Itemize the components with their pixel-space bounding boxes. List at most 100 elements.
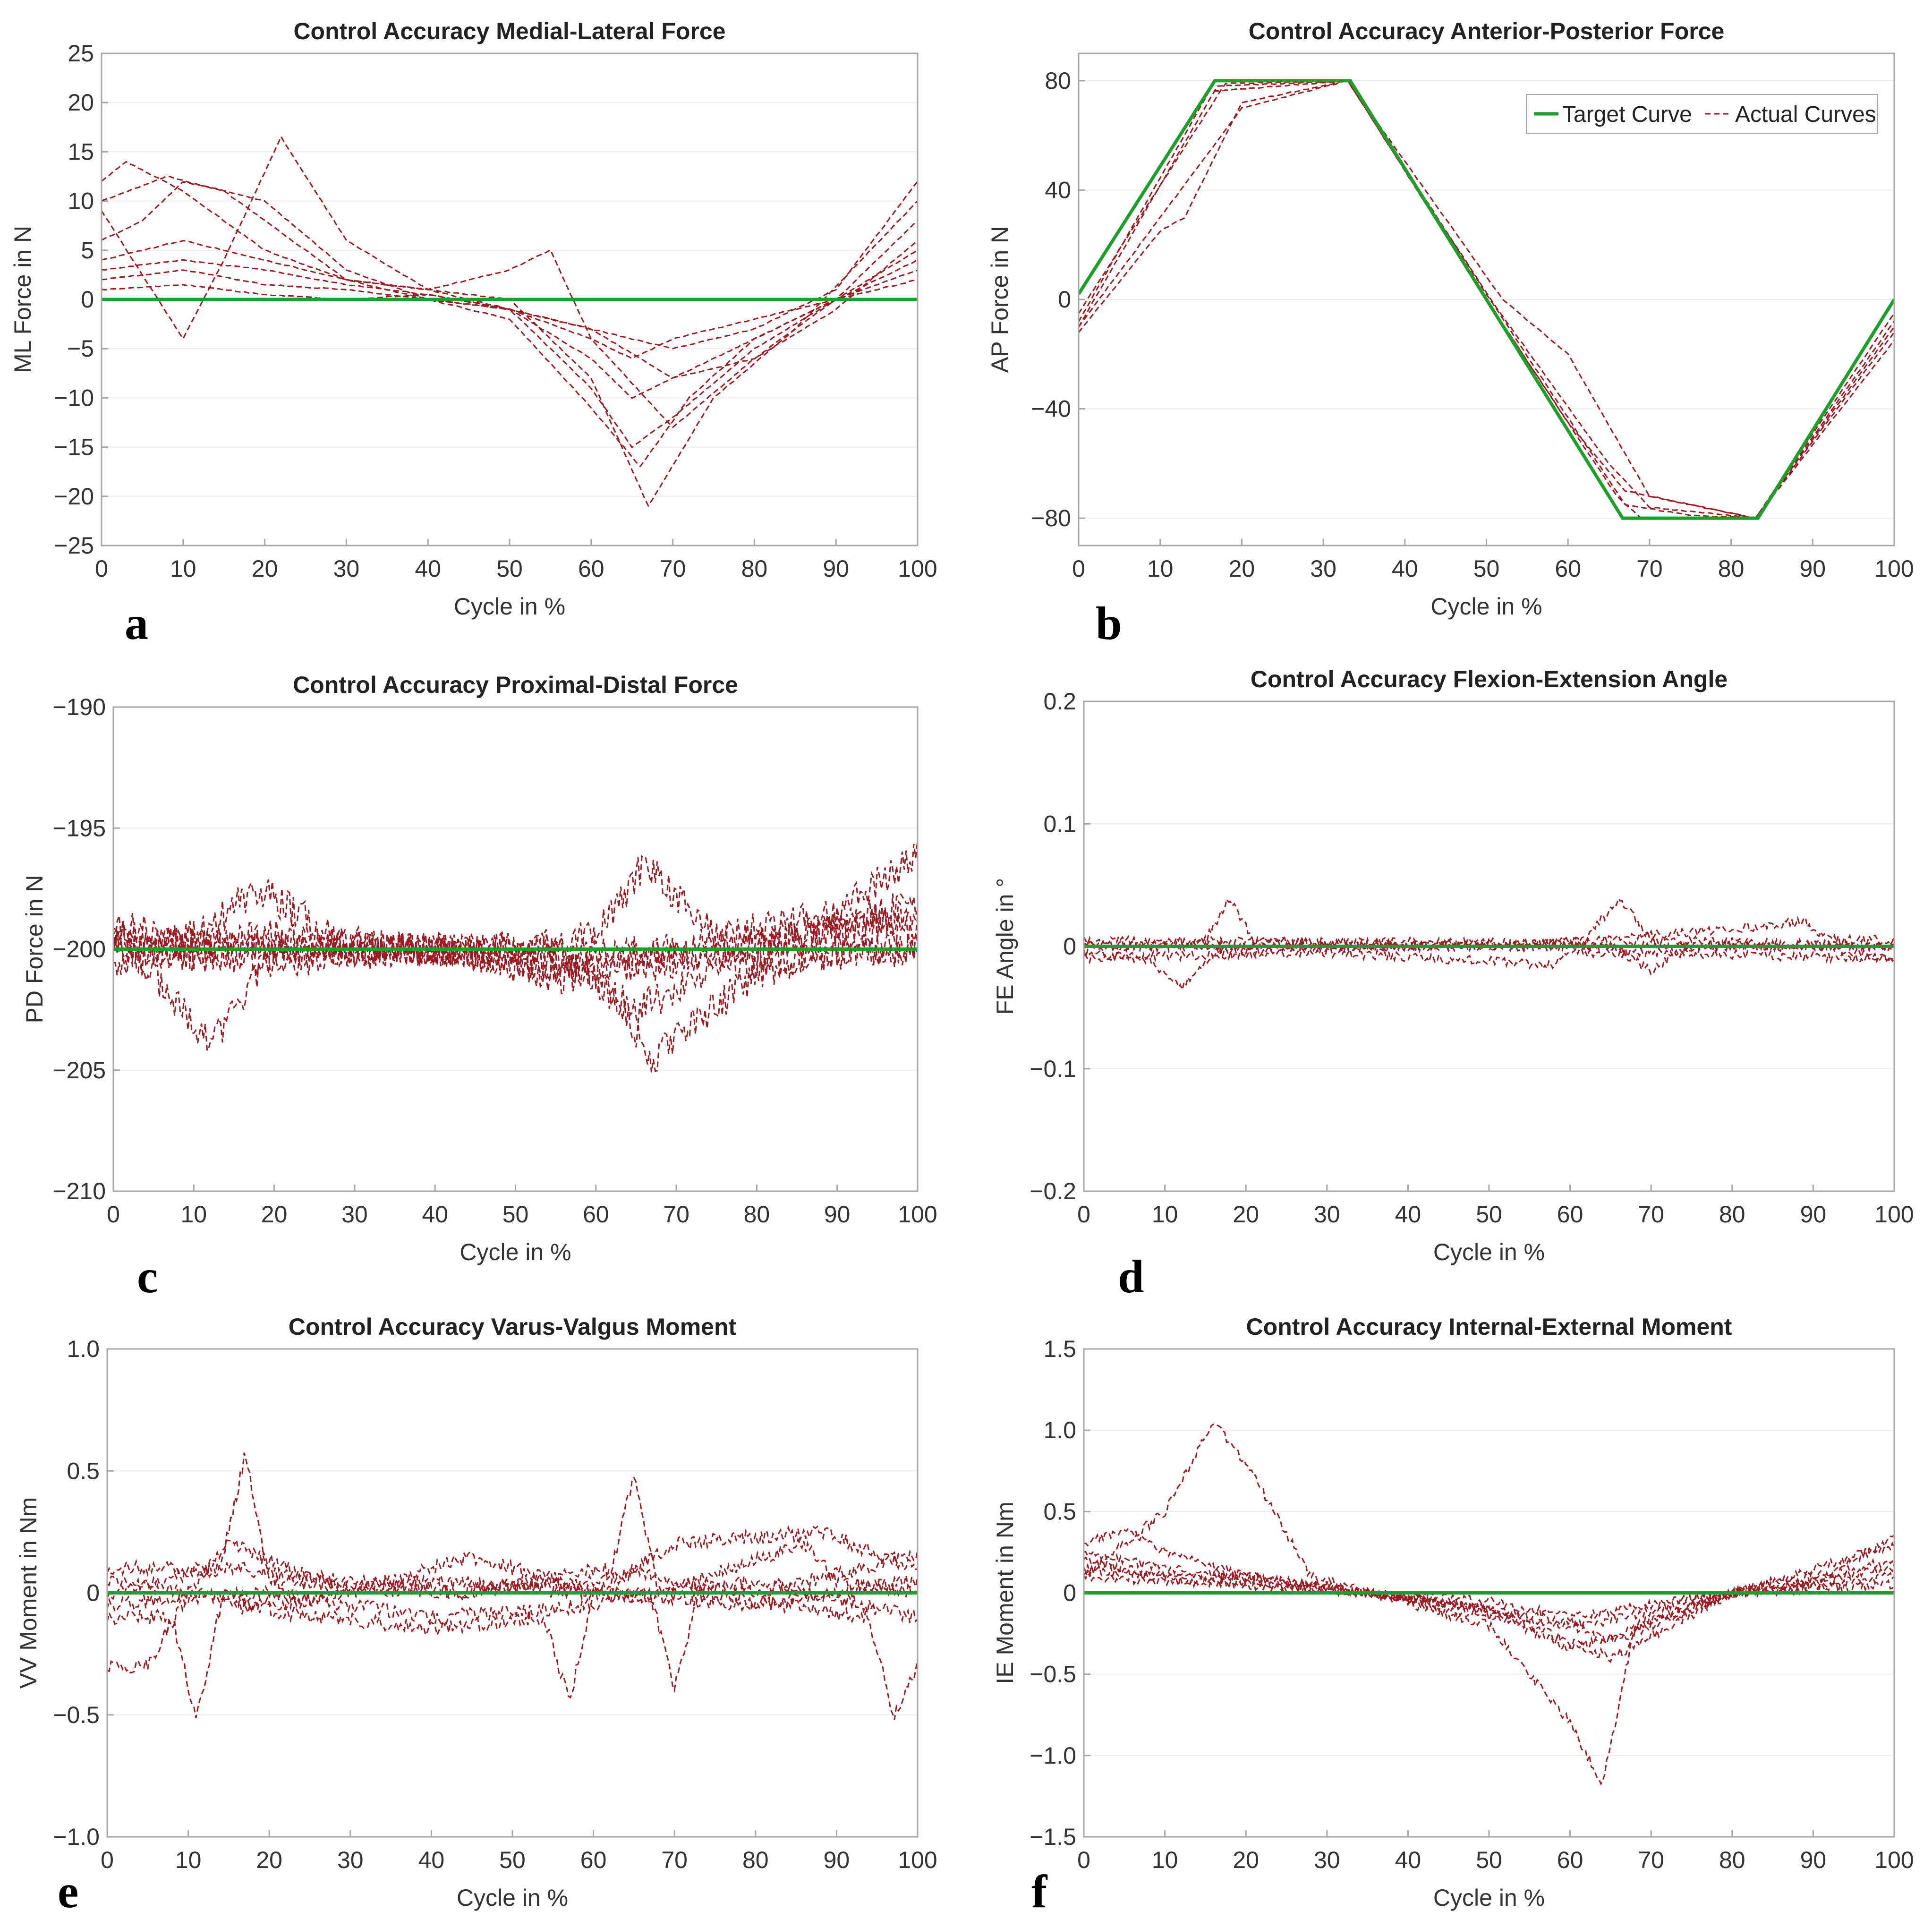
x-tick-label: 0 xyxy=(1077,1847,1090,1873)
actual-curve-4 xyxy=(107,1549,918,1601)
x-tick-label: 50 xyxy=(496,555,523,582)
x-tick-label: 100 xyxy=(898,1201,937,1228)
actual-curve-7 xyxy=(102,175,918,468)
y-tick-label: −195 xyxy=(52,815,106,841)
plot-area xyxy=(107,1452,918,1720)
x-tick-label: 100 xyxy=(1874,555,1914,582)
chart-title: Control Accuracy Medial-Lateral Force xyxy=(293,18,725,44)
y-axis-label: PD Force in N xyxy=(21,875,48,1024)
x-tick-label: 0 xyxy=(1077,1201,1090,1228)
x-tick-label: 40 xyxy=(1395,1847,1421,1873)
y-tick-label: 80 xyxy=(1045,68,1071,94)
y-tick-label: −0.5 xyxy=(1030,1661,1076,1688)
x-tick-label: 80 xyxy=(741,555,768,582)
actual-curve-6 xyxy=(1084,1571,1894,1622)
x-tick-label: 70 xyxy=(1636,555,1663,582)
x-tick-label: 30 xyxy=(1310,555,1336,582)
panel-letter: f xyxy=(1031,1865,1048,1918)
panel-letter: c xyxy=(137,1250,158,1303)
y-tick-label: 15 xyxy=(68,138,94,165)
actual-curve-4 xyxy=(1084,946,1894,971)
actual-curve-2 xyxy=(102,181,918,508)
y-tick-label: −25 xyxy=(54,532,94,559)
x-tick-label: 10 xyxy=(1152,1201,1178,1228)
actual-curve-4 xyxy=(1084,1562,1894,1631)
chart-title: Control Accuracy Proximal-Distal Force xyxy=(293,672,738,698)
y-tick-label: −0.1 xyxy=(1030,1056,1076,1082)
plot-area xyxy=(1084,897,1894,992)
y-tick-label: 1.0 xyxy=(67,1336,100,1362)
y-tick-label: 0 xyxy=(86,1580,100,1606)
x-tick-label: 10 xyxy=(1152,1847,1178,1873)
x-tick-label: 0 xyxy=(101,1847,114,1873)
x-tick-label: 60 xyxy=(1557,1201,1583,1228)
actual-curve-1 xyxy=(102,161,918,350)
actual-curve-4 xyxy=(1079,80,1894,520)
y-tick-label: 0 xyxy=(81,286,94,313)
x-tick-label: 60 xyxy=(583,1201,609,1228)
actual-curve-3 xyxy=(113,900,918,1024)
x-tick-label: 20 xyxy=(1233,1201,1259,1228)
x-tick-label: 70 xyxy=(1638,1201,1664,1228)
plot-frame xyxy=(101,52,919,546)
y-tick-label: −210 xyxy=(52,1178,106,1204)
y-axis-label: AP Force in N xyxy=(987,226,1013,373)
x-axis-label: Cycle in % xyxy=(460,1239,571,1265)
x-axis-label: Cycle in % xyxy=(1433,1885,1545,1911)
plot-area xyxy=(113,840,918,1073)
actual-curve-3 xyxy=(107,1525,918,1674)
y-tick-label: −15 xyxy=(54,434,94,461)
x-tick-label: 10 xyxy=(1147,555,1174,582)
x-tick-label: 80 xyxy=(744,1201,770,1228)
plot-frame xyxy=(1083,700,1895,1192)
x-tick-label: 70 xyxy=(660,555,686,582)
actual-curve-6 xyxy=(102,240,918,379)
actual-curve-4 xyxy=(102,240,918,449)
y-tick-label: 0 xyxy=(1063,933,1076,960)
plot-frame xyxy=(106,1348,919,1838)
y-axis-label: VV Moment in Nm xyxy=(15,1497,42,1689)
plot-area xyxy=(1079,79,1894,520)
chart-title: Control Accuracy Anterior-Posterior Forc… xyxy=(1249,18,1725,44)
x-tick-label: 40 xyxy=(1395,1201,1421,1228)
x-axis-label: Cycle in % xyxy=(457,1885,568,1911)
y-tick-label: −0.2 xyxy=(1030,1178,1076,1204)
y-tick-label: 0 xyxy=(1058,286,1071,313)
legend-box xyxy=(1526,94,1878,134)
x-tick-label: 70 xyxy=(663,1201,689,1228)
y-tick-label: −5 xyxy=(67,335,94,362)
panel-letter: a xyxy=(125,597,148,649)
x-axis-label: Cycle in % xyxy=(1433,1239,1545,1265)
plot-frame xyxy=(1083,1348,1895,1838)
x-tick-label: 40 xyxy=(415,555,441,582)
y-tick-label: 0 xyxy=(1063,1580,1076,1606)
chart-title: Control Accuracy Flexion-Extension Angle xyxy=(1251,666,1728,692)
plot-frame xyxy=(1078,52,1895,546)
x-tick-label: 80 xyxy=(742,1847,769,1873)
x-tick-label: 20 xyxy=(252,555,278,582)
x-tick-label: 20 xyxy=(256,1847,282,1873)
y-tick-label: 40 xyxy=(1045,177,1071,203)
x-tick-label: 100 xyxy=(898,1847,937,1873)
y-tick-label: −1.5 xyxy=(1030,1824,1076,1850)
actual-curve-1 xyxy=(107,1452,918,1600)
chart-panel-d: Control Accuracy Flexion-Extension Angle… xyxy=(992,666,1914,1303)
plot-area xyxy=(102,135,918,508)
x-axis-label: Cycle in % xyxy=(1430,593,1542,620)
x-tick-label: 10 xyxy=(180,1201,207,1228)
x-tick-label: 30 xyxy=(1314,1847,1340,1873)
chart-panel-a: Control Accuracy Medial-Lateral Force −25… xyxy=(9,18,937,649)
actual-curve-2 xyxy=(107,1585,918,1720)
x-tick-label: 90 xyxy=(824,1847,850,1873)
y-tick-label: 0.5 xyxy=(1043,1498,1076,1525)
x-tick-label: 10 xyxy=(170,555,196,582)
y-tick-label: −40 xyxy=(1031,396,1071,422)
actual-curve-1 xyxy=(1084,1423,1894,1786)
x-tick-label: 50 xyxy=(499,1847,526,1873)
x-tick-label: 30 xyxy=(337,1847,364,1873)
y-tick-label: 1.0 xyxy=(1043,1417,1076,1443)
x-tick-label: 50 xyxy=(1473,555,1500,582)
y-tick-label: 0.5 xyxy=(67,1458,100,1484)
actual-curve-5 xyxy=(1084,938,1894,954)
chart-panel-b: Control Accuracy Anterior-Posterior Forc… xyxy=(987,18,1914,649)
